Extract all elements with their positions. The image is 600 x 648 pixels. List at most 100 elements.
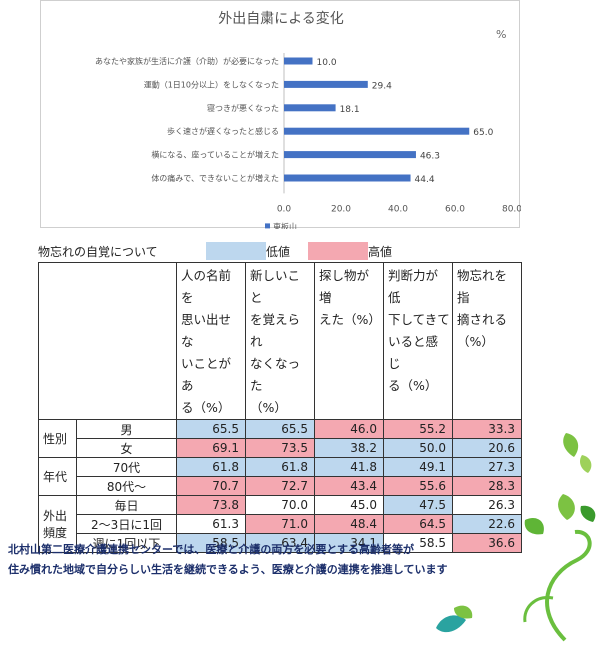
data-label: 65.0 <box>473 128 493 138</box>
table-row: 年代 70代 61.8 61.8 41.8 49.1 27.3 <box>38 457 522 496</box>
corner-cell <box>38 262 177 420</box>
high-label: 高値 <box>368 245 393 259</box>
value-cell: 69.1 <box>176 438 246 458</box>
vine-tendril-icon <box>523 596 554 623</box>
chart-unit: % <box>496 28 506 41</box>
vine-stem-icon <box>545 529 592 642</box>
column-header-line: 下してきて <box>388 312 450 327</box>
value-cell: 58.5 <box>176 533 246 553</box>
bar <box>284 151 416 159</box>
footer-text: 北村山第二医療介護連携センターでは、医療と介護の両方を必要とする高齢者等が 住み… <box>8 540 447 580</box>
column-header-line: （%） <box>250 400 287 415</box>
leaf-icon <box>454 605 473 619</box>
value-cell: 48.4 <box>314 514 384 534</box>
value-cell: 28.3 <box>452 476 522 496</box>
value-cell: 73.5 <box>245 438 315 458</box>
data-label: 10.0 <box>317 58 337 68</box>
bar-chart: 外出自粛による変化% あなたや家族が生活に介護（介助）が必要になった 10.0 運動（… <box>40 0 521 229</box>
column-header-line: る（%） <box>388 378 438 393</box>
column-header: 新しいことを覚えられなくなった （%） <box>245 262 315 420</box>
value-cell: 45.0 <box>314 495 384 515</box>
row-label: 70代 <box>76 457 177 477</box>
row-label: 毎日 <box>76 495 177 515</box>
value-cell: 43.4 <box>314 476 384 496</box>
low-swatch <box>206 242 266 260</box>
column-header-line: （%） <box>457 334 494 349</box>
table-row: 週に1回以下 58.5 63.4 34.1 58.5 36.6 <box>39 533 522 553</box>
x-tick-label: 80.0 <box>502 204 521 214</box>
group-label-line: 外出 <box>43 509 68 523</box>
column-header-line: 人の名前を <box>181 268 232 305</box>
value-cell: 46.0 <box>314 419 384 439</box>
category-label: 歩く速さが遅くなったと感じる <box>167 126 279 136</box>
value-cell: 70.7 <box>176 476 246 496</box>
data-label: 46.3 <box>420 152 440 162</box>
high-swatch <box>308 242 368 260</box>
row-label: 2～3日に1回 <box>76 514 177 534</box>
column-header-line: 判断力が低 <box>388 268 439 305</box>
value-cell: 61.8 <box>176 457 246 477</box>
column-header-line: 新しいこと <box>250 268 301 305</box>
value-cell: 41.8 <box>314 457 384 477</box>
column-header-line: 物忘れを指 <box>457 268 508 305</box>
table-row: 性別男 65.5 65.5 46.0 55.2 33.3 <box>38 419 522 458</box>
category-label: 寝つきが悪くなった <box>207 103 279 113</box>
value-cell: 65.5 <box>176 419 246 439</box>
value-cell: 65.5 <box>245 419 315 439</box>
bar-chart-svg: 外出自粛による変化% あなたや家族が生活に介護（介助）が必要になった 10.0 運動（… <box>95 10 521 229</box>
x-tick-label: 60.0 <box>445 204 465 214</box>
column-header-line: を覚えられ <box>250 312 301 349</box>
column-header-line: 摘される <box>457 312 508 327</box>
value-cell: 61.3 <box>176 514 246 534</box>
column-header-line: 探し物が増 <box>319 268 370 305</box>
bar <box>284 104 336 112</box>
value-cell: 64.5 <box>383 514 453 534</box>
value-cell: 20.6 <box>452 438 522 458</box>
x-tick-label: 40.0 <box>388 204 408 214</box>
value-cell: 33.3 <box>452 419 522 439</box>
value-cell: 47.5 <box>383 495 453 515</box>
x-tick-label: 20.0 <box>331 204 351 214</box>
table-row: 外出 頻度 毎日 73.8 70.0 45.0 47.5 26.3 <box>38 495 522 553</box>
column-header-line: 思い出せな <box>181 312 232 349</box>
table-legend: 物忘れの自覚について 低値 高値 <box>38 242 458 260</box>
value-cell: 55.6 <box>383 476 453 496</box>
column-header-line: なくなった <box>250 356 301 393</box>
x-tick-label: 0.0 <box>277 204 292 214</box>
column-header-line: る（%） <box>181 400 231 415</box>
table-row: 女 69.1 73.5 38.2 50.0 20.6 <box>39 438 522 458</box>
table-row: 80代～ 70.7 72.7 43.4 55.6 28.3 <box>39 476 522 496</box>
legend-label: 東板山 <box>273 221 297 229</box>
bar <box>284 174 411 182</box>
group-label: 外出 頻度 <box>38 495 77 553</box>
bar <box>284 127 470 135</box>
value-cell: 27.3 <box>452 457 522 477</box>
chart-title: 外出自粛による変化 <box>218 10 344 27</box>
data-label: 29.4 <box>372 81 392 91</box>
leaf-icon <box>524 517 544 535</box>
row-label: 80代～ <box>76 476 177 496</box>
column-header: 探し物が増 えた（%） <box>314 262 384 420</box>
category-label: 横になる、座っていることが増えた <box>151 150 279 160</box>
leaf-decoration-top <box>563 433 592 473</box>
leaf-icon <box>580 455 592 473</box>
header-row: 人の名前を 思い出せな いことがあ る（%） 新しいこと を覚えられ なくなった （%） 探し物… <box>38 262 522 420</box>
group-label: 年代 <box>38 457 77 496</box>
group-label: 性別 <box>38 419 77 458</box>
value-cell: 70.0 <box>245 495 315 515</box>
value-cell: 55.2 <box>383 419 453 439</box>
vine-decoration <box>523 494 596 642</box>
value-cell: 50.0 <box>383 438 453 458</box>
leaf-icon <box>436 615 466 633</box>
category-label: 運動（1日10分以上）をしなくなった <box>144 80 279 89</box>
group-label-line: 頻度 <box>43 526 68 540</box>
footer-line-2: 住み慣れた地域で自分らしい生活を継続できるよう、医療と介護の連携を推進しています <box>8 563 448 576</box>
value-cell: 73.8 <box>176 495 246 515</box>
leaf-icon <box>558 494 575 520</box>
value-cell: 49.1 <box>383 457 453 477</box>
value-cell: 72.7 <box>245 476 315 496</box>
column-header: 人の名前を 思い出せな いことがあ る（%） <box>176 262 246 420</box>
value-cell: 36.6 <box>452 533 522 553</box>
column-header-line: いると感じ <box>388 334 439 371</box>
category-label: 体の痛みで、できないことが増えた <box>151 173 279 183</box>
